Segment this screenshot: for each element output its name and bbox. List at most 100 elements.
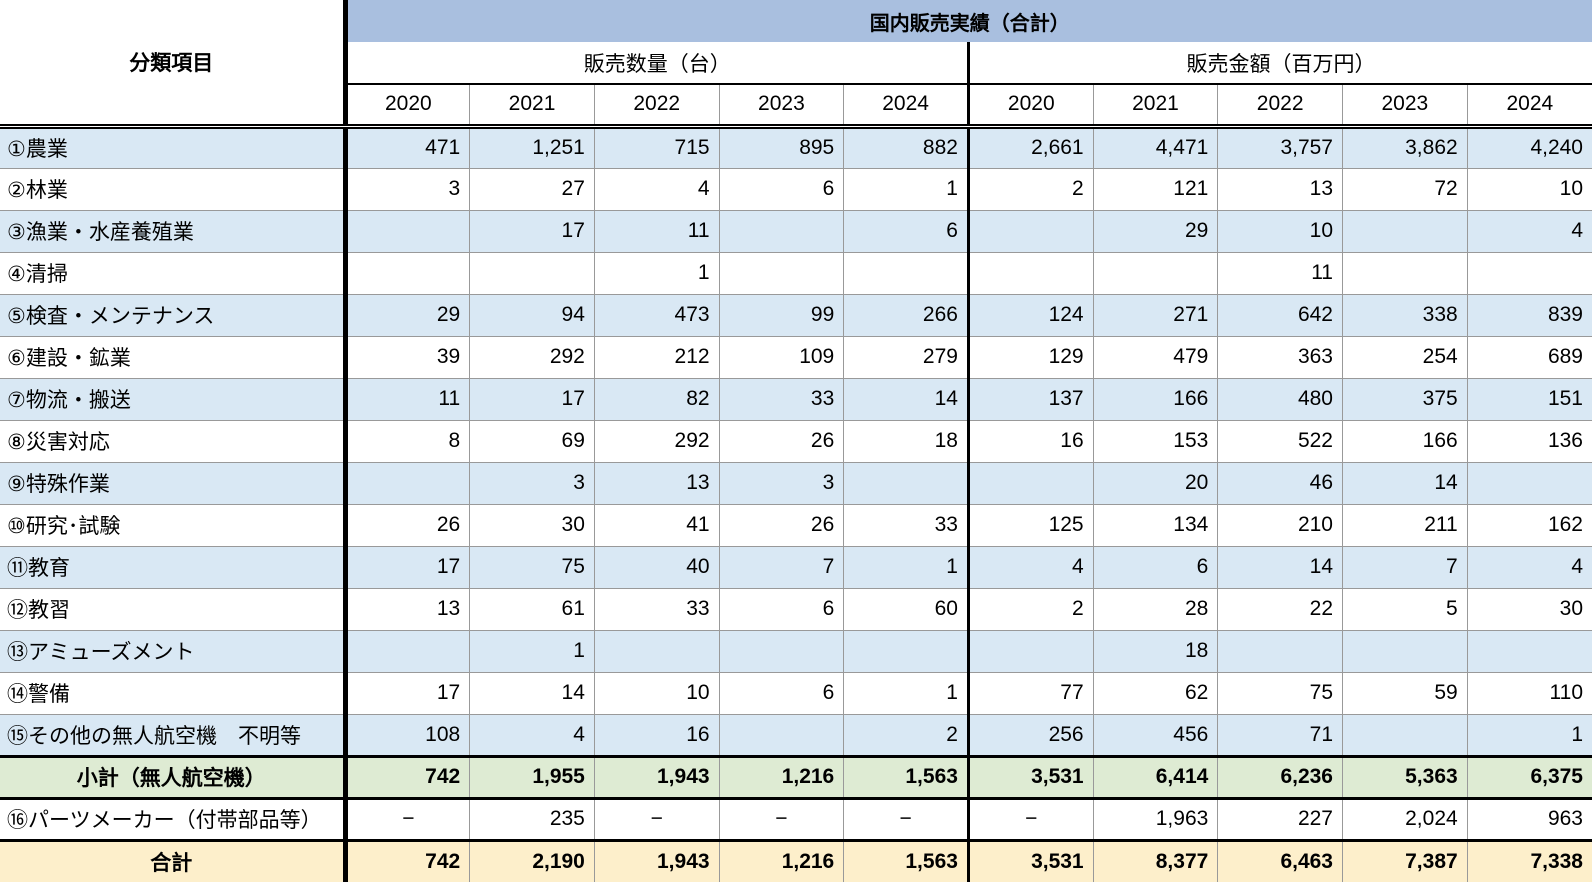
year-header: 2023 xyxy=(1342,83,1468,129)
qty-cell xyxy=(593,629,720,673)
qty-cell: 75 xyxy=(469,545,595,589)
qty-cell: 14 xyxy=(469,671,595,715)
amt-cell: 30 xyxy=(1466,587,1592,631)
qty-cell xyxy=(344,251,471,295)
amt-cell: 14 xyxy=(1342,461,1468,505)
qty-cell: 1 xyxy=(593,251,720,295)
year-header-row: 2020 2021 2022 2023 2024 2020 2021 2022 … xyxy=(0,83,1592,129)
row-label: ⑮その他の無人航空機 不明等 xyxy=(0,713,348,757)
amt-cell: 77 xyxy=(967,671,1094,715)
header-band-row: 分類項目 国内販売実績（合計） xyxy=(0,0,1592,129)
qty-cell xyxy=(843,461,970,505)
qty-cell: 16 xyxy=(593,713,720,757)
qty-cell: 82 xyxy=(593,377,720,421)
amt-cell: 8,377 xyxy=(1092,838,1219,882)
amt-cell: 13 xyxy=(1217,167,1343,211)
qty-cell: 18 xyxy=(843,419,970,463)
amt-cell: 121 xyxy=(1092,167,1219,211)
qty-cell: 29 xyxy=(344,293,471,337)
amt-cell: 839 xyxy=(1466,293,1592,337)
amt-cell: 6 xyxy=(1092,545,1219,589)
year-header: 2021 xyxy=(1092,83,1219,129)
row-label: 合計 xyxy=(0,838,348,882)
amt-cell: 129 xyxy=(967,335,1094,379)
amt-cell xyxy=(967,251,1094,295)
year-header: 2021 xyxy=(469,83,595,129)
year-header: 2024 xyxy=(843,83,970,129)
amt-cell: 75 xyxy=(1217,671,1343,715)
amt-cell: 14 xyxy=(1217,545,1343,589)
amt-cell: 29 xyxy=(1092,209,1219,253)
qty-cell: 26 xyxy=(718,419,845,463)
row-label: ⑬アミューズメント xyxy=(0,629,348,673)
table-row: ⑦物流・搬送 11 17 82 33 14 137 166 480 375 151 xyxy=(0,377,1592,421)
amt-cell: 2 xyxy=(967,167,1094,211)
amt-cell: 151 xyxy=(1466,377,1592,421)
amt-cell: 480 xyxy=(1217,377,1343,421)
amt-cell: 162 xyxy=(1466,503,1592,547)
amt-cell: 3,757 xyxy=(1217,125,1343,169)
table-row: ⑨特殊作業 3 13 3 20 46 14 xyxy=(0,461,1592,505)
row-label: ⑯パーツメーカー（付帯部品等） xyxy=(0,797,348,841)
amt-cell: 479 xyxy=(1092,335,1219,379)
qty-cell: 17 xyxy=(469,209,595,253)
qty-cell: 60 xyxy=(843,587,970,631)
qty-cell: 33 xyxy=(718,377,845,421)
amt-cell: 6,414 xyxy=(1092,754,1219,800)
amt-cell xyxy=(1466,461,1592,505)
qty-cell: 69 xyxy=(469,419,595,463)
table-row: ⑯パーツメーカー（付帯部品等） −235− − − −1,963 227 2,024 963 xyxy=(0,797,1592,841)
amt-cell: 7,387 xyxy=(1342,838,1468,882)
qty-cell: 99 xyxy=(718,293,845,337)
year-header: 2020 xyxy=(967,83,1094,129)
amt-cell: 62 xyxy=(1092,671,1219,715)
row-label: ③漁業・水産養殖業 xyxy=(0,209,348,253)
qty-cell: 1,216 xyxy=(718,838,845,882)
amt-cell: 689 xyxy=(1466,335,1592,379)
qty-cell: 6 xyxy=(718,671,845,715)
qty-cell: 6 xyxy=(843,209,970,253)
qty-cell: 13 xyxy=(593,461,720,505)
row-label: 小計（無人航空機） xyxy=(0,754,348,800)
amt-cell: 28 xyxy=(1092,587,1219,631)
amt-cell xyxy=(967,209,1094,253)
row-label: ②林業 xyxy=(0,167,348,211)
qty-cell: 1 xyxy=(843,167,970,211)
qty-cell: 4 xyxy=(593,167,720,211)
qty-cell xyxy=(718,629,845,673)
row-label: ⑫教習 xyxy=(0,587,348,631)
table-row: ⑥建設・鉱業 39 292 212 109 279 129 479 363 254 689 xyxy=(0,335,1592,379)
corner-header: 分類項目 xyxy=(0,0,348,129)
qty-cell: − xyxy=(344,797,471,841)
qty-cell xyxy=(469,251,595,295)
qty-cell: 1,955 xyxy=(469,754,595,800)
amt-cell: 211 xyxy=(1342,503,1468,547)
table-row: ②林業 3 27 4 6 1 2 121 13 72 10 xyxy=(0,167,1592,211)
amt-cell: 5,363 xyxy=(1342,754,1468,800)
amt-cell xyxy=(1217,629,1343,673)
year-header: 2022 xyxy=(593,83,720,129)
year-header: 2022 xyxy=(1217,83,1343,129)
amt-cell: 18 xyxy=(1092,629,1219,673)
qty-cell: 1,216 xyxy=(718,754,845,800)
table-row: ⑭警備 17 14 10 6 1 77 62 75 59 110 xyxy=(0,671,1592,715)
qty-cell: 14 xyxy=(843,377,970,421)
amt-cell: 10 xyxy=(1466,167,1592,211)
amt-cell: 124 xyxy=(967,293,1094,337)
amt-cell: 1 xyxy=(1466,713,1592,757)
qty-cell: 39 xyxy=(344,335,471,379)
qty-cell: 292 xyxy=(593,419,720,463)
amt-cell: 166 xyxy=(1092,377,1219,421)
qty-cell: 10 xyxy=(593,671,720,715)
qty-cell: 1,563 xyxy=(843,838,970,882)
amt-cell: 7,338 xyxy=(1466,838,1592,882)
amt-cell: 375 xyxy=(1342,377,1468,421)
amt-cell: 166 xyxy=(1342,419,1468,463)
qty-cell: 11 xyxy=(593,209,720,253)
qty-cell: 471 xyxy=(344,125,471,169)
qty-cell: 27 xyxy=(469,167,595,211)
amt-cell xyxy=(967,629,1094,673)
row-label: ④清掃 xyxy=(0,251,348,295)
qty-cell: 30 xyxy=(469,503,595,547)
qty-cell: 6 xyxy=(718,167,845,211)
